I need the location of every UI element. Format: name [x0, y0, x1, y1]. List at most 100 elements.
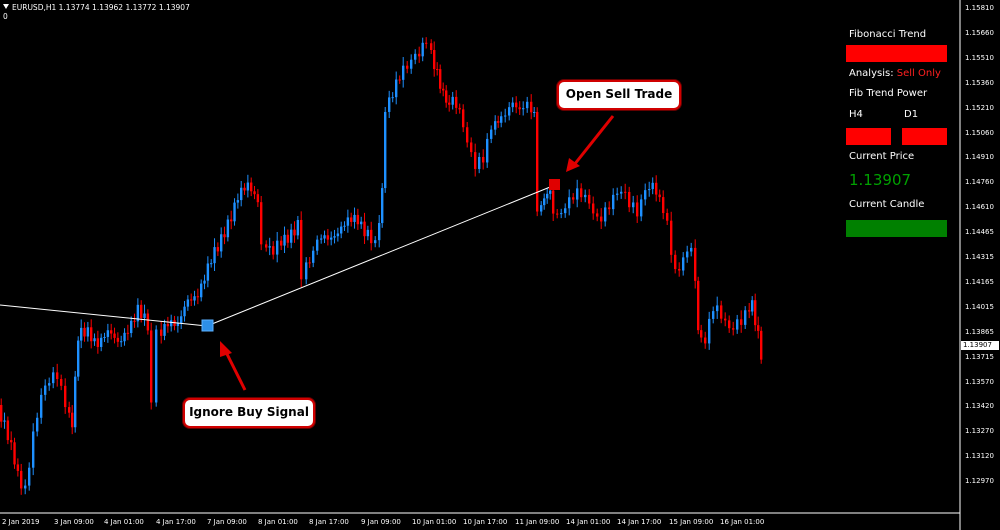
time-tick: 14 Jan 17:00 [617, 518, 662, 526]
bear-candle [13, 442, 16, 465]
bull-candle [395, 79, 398, 98]
bull-candle [744, 310, 747, 325]
bull-candle [106, 330, 110, 337]
bear-candle [83, 327, 86, 337]
bear-candle [398, 79, 401, 81]
buy-signal-marker[interactable] [201, 319, 214, 332]
chevron-down-icon[interactable] [3, 4, 9, 9]
bear-candle [700, 330, 703, 338]
current-price-value: 1.13907 [849, 171, 912, 189]
bear-candle [592, 203, 595, 214]
bull-candle [170, 320, 173, 327]
bear-candle [56, 372, 59, 380]
bull-candle [143, 313, 146, 318]
symbol-line: EURUSD,H1 1.13774 1.13962 1.13772 1.1390… [12, 3, 190, 12]
bear-candle [588, 194, 591, 204]
bear-candle [470, 142, 473, 153]
time-tick: 11 Jan 09:00 [515, 518, 560, 526]
bear-candle [556, 213, 559, 215]
bear-candle [658, 194, 661, 198]
price-tick: 1.15510 [965, 53, 994, 62]
bear-candle [497, 121, 500, 123]
bull-candle [3, 420, 6, 422]
bull-candle [136, 304, 140, 322]
bull-candle [549, 190, 552, 194]
bull-candle [490, 129, 493, 139]
bull-candle [163, 324, 166, 336]
bear-candle [286, 234, 290, 243]
bear-candle [608, 207, 611, 210]
time-tick: 3 Jan 09:00 [54, 518, 94, 526]
price-tick: 1.14165 [965, 277, 994, 286]
time-tick: 16 Jan 01:00 [720, 518, 765, 526]
bull-candle [320, 238, 323, 240]
bear-candle [113, 333, 116, 338]
bull-candle [511, 102, 514, 108]
price-tick: 1.12970 [965, 477, 994, 486]
bear-candle [628, 191, 631, 208]
bear-candle [293, 229, 296, 236]
bull-candle [123, 332, 126, 342]
bull-candle [40, 394, 43, 418]
bull-candle [323, 235, 326, 239]
bear-candle [530, 101, 533, 113]
panel-title: Fibonacci Trend [849, 29, 927, 40]
bull-candle [644, 190, 647, 200]
bear-candle [363, 221, 366, 237]
bear-candle [308, 262, 311, 264]
bear-candle [116, 337, 120, 342]
bear-candle [406, 65, 409, 69]
bear-candle [133, 320, 136, 322]
bear-candle [455, 96, 458, 108]
bear-candle [326, 235, 330, 240]
bear-candle [418, 53, 421, 57]
bear-candle [624, 191, 627, 193]
bear-candle [436, 69, 439, 71]
bear-candle [146, 313, 150, 331]
bull-candle [620, 191, 623, 194]
bear-candle [243, 187, 246, 191]
bull-candle [316, 239, 319, 251]
bull-candle [381, 188, 384, 224]
price-tick: 1.14760 [965, 178, 994, 187]
bear-candle [757, 325, 760, 331]
fib-power-label: Fib Trend Power [849, 88, 928, 99]
bull-candle [176, 323, 180, 327]
price-tick: 1.13865 [965, 327, 994, 336]
chart-header: EURUSD,H1 1.13774 1.13962 1.13772 1.1390… [3, 3, 190, 21]
bull-candle [391, 97, 394, 99]
bull-candle [353, 214, 356, 222]
price-tick: 1.13715 [965, 352, 994, 361]
time-tick: 7 Jan 09:00 [207, 518, 247, 526]
h4-bar [846, 128, 891, 145]
price-tick: 1.15210 [965, 103, 994, 112]
bull-candle [346, 217, 350, 226]
bear-candle [370, 229, 373, 244]
bull-candle [712, 311, 715, 319]
price-tick: 1.15810 [965, 4, 994, 12]
sell-signal-marker[interactable] [549, 179, 560, 190]
bull-candle [366, 229, 370, 237]
bull-candle [296, 219, 300, 236]
bear-candle [90, 327, 93, 342]
bull-candle [86, 327, 90, 337]
time-tick: 9 Jan 09:00 [361, 518, 401, 526]
trend-line-left [0, 304, 208, 327]
current-candle-label: Current Candle [849, 199, 925, 210]
price-tick: 1.13420 [965, 402, 994, 411]
bull-candle [533, 111, 536, 113]
bear-candle [662, 197, 665, 214]
bull-candle [213, 247, 216, 264]
time-tick: 10 Jan 17:00 [463, 518, 508, 526]
bull-candle [103, 336, 106, 338]
bull-candle [48, 383, 51, 386]
bear-candle [280, 240, 283, 246]
bull-candle [333, 236, 336, 238]
bear-candle [0, 405, 3, 422]
bear-candle [16, 464, 20, 471]
bear-candle [697, 280, 700, 331]
bull-candle [751, 300, 754, 312]
bull-candle [52, 372, 55, 384]
price-tick: 1.15360 [965, 78, 994, 87]
